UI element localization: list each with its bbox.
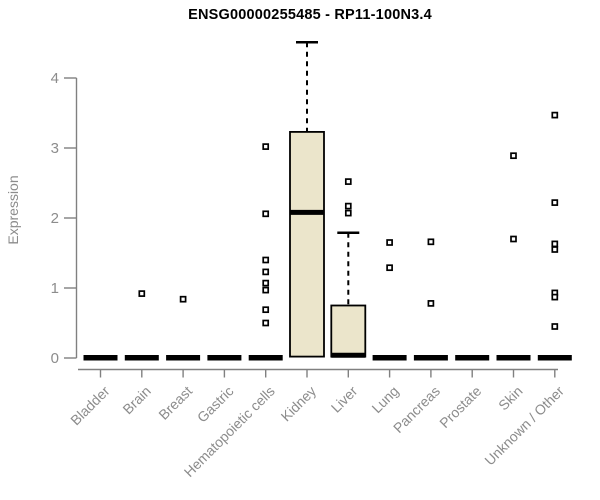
outlier-point-liver: [344, 209, 352, 217]
outlier-point-lung: [386, 264, 393, 272]
zero-box-hematopoietic-cells: [248, 355, 283, 361]
zero-box-brain: [124, 355, 159, 361]
outlier-point-unknown-other: [551, 199, 559, 206]
outlier-point-lung: [386, 239, 393, 246]
zero-box-skin: [496, 355, 531, 361]
box-kidney: [289, 130, 325, 358]
y-tick-label: 1: [51, 280, 59, 297]
x-tick-label-skin: Skin: [495, 383, 526, 414]
x-tick-label-prostate: Prostate: [436, 383, 484, 431]
outlier-point-unknown-other: [551, 246, 559, 253]
x-tick-label-brain: Brain: [119, 383, 153, 417]
outlier-point-hematopoietic-cells: [262, 279, 270, 287]
zero-box-breast: [166, 355, 201, 361]
zero-box-bladder: [83, 355, 118, 361]
x-tick-label-liver: Liver: [328, 383, 361, 416]
x-tick-label-lung: Lung: [368, 383, 401, 416]
y-tick-label: 0: [51, 350, 59, 367]
box-liver: [330, 304, 367, 358]
y-tick-label: 4: [51, 70, 59, 87]
outlier-point-skin: [510, 235, 517, 243]
outlier-point-unknown-other: [551, 111, 559, 119]
outlier-point-unknown-other: [551, 293, 559, 301]
zero-box-gastric: [207, 355, 242, 361]
zero-box-lung: [372, 355, 407, 361]
outlier-point-hematopoietic-cells: [262, 319, 270, 327]
outlier-point-hematopoietic-cells: [262, 143, 270, 150]
outlier-point-liver: [344, 178, 352, 185]
outlier-point-hematopoietic-cells: [262, 256, 270, 264]
outlier-point-skin: [510, 152, 517, 160]
x-tick-label-breast: Breast: [155, 383, 195, 423]
y-tick-label: 3: [51, 140, 59, 157]
chart-title: ENSG00000255485 - RP11-100N3.4: [188, 7, 432, 23]
outlier-point-liver: [344, 202, 352, 210]
y-tick-label: 2: [51, 210, 59, 227]
outlier-point-hematopoietic-cells: [262, 306, 270, 314]
outlier-point-unknown-other: [551, 240, 559, 248]
outlier-point-pancreas: [427, 300, 435, 307]
outlier-point-hematopoietic-cells: [262, 268, 270, 276]
x-tick-label-kidney: Kidney: [278, 383, 320, 425]
zero-box-unknown-other: [537, 355, 572, 361]
y-axis-label: Expression: [5, 175, 21, 245]
outlier-point-hematopoietic-cells: [262, 286, 270, 294]
zero-box-prostate: [455, 355, 490, 361]
outlier-point-pancreas: [427, 238, 435, 246]
zero-box-pancreas: [413, 355, 448, 361]
x-tick-label-bladder: Bladder: [67, 383, 113, 429]
outlier-point-hematopoietic-cells: [262, 210, 270, 218]
outlier-point-brain: [138, 290, 146, 297]
outlier-point-breast: [179, 295, 187, 303]
outlier-point-unknown-other: [551, 323, 559, 330]
